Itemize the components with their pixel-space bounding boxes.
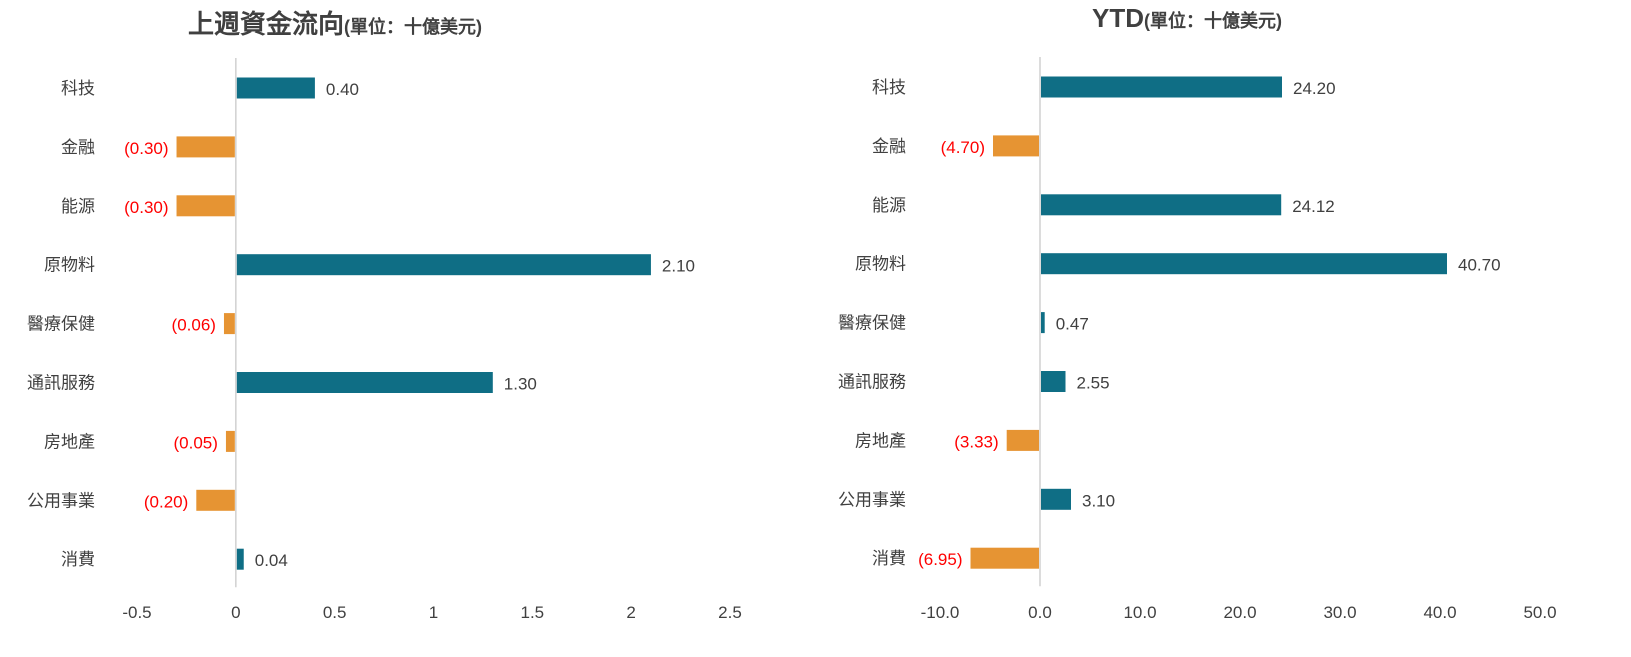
chart1-value-label: (0.06): [172, 316, 216, 335]
chart2-value-label: 0.47: [1056, 315, 1089, 334]
chart1-tick-label: -0.5: [122, 603, 151, 622]
chart1-category-label: 公用事業: [27, 491, 95, 510]
chart2-category-label: 消費: [872, 549, 906, 568]
chart1-bar: [236, 548, 244, 570]
chart2-value-label: (4.70): [941, 138, 985, 157]
chart2-tick-label: 0.0: [1028, 603, 1052, 622]
chart1-tick-label: 0.5: [323, 603, 347, 622]
chart2-bar: [1041, 488, 1071, 510]
chart1-tick-label: 1.5: [521, 603, 545, 622]
chart1-category-label: 醫療保健: [27, 315, 95, 334]
chart1-value-label: 0.40: [326, 80, 359, 99]
chart1-category-label: 房地產: [44, 432, 95, 451]
chart1-bar: [236, 372, 493, 393]
chart2-tick-label: 40.0: [1423, 603, 1456, 622]
chart2-value-label: 2.55: [1077, 374, 1110, 393]
chart1-bar: [225, 430, 235, 452]
chart1-value-label: 2.10: [662, 257, 695, 276]
chart1-tick-label: 2.5: [718, 603, 742, 622]
chart2-value-label: (3.33): [954, 432, 998, 451]
chart2-category-label: 通訊服務: [838, 373, 906, 392]
chart2-category-label: 原物料: [855, 255, 906, 274]
chart2-tick-label: 10.0: [1123, 603, 1156, 622]
chart2-bar: [1041, 76, 1282, 98]
chart1-value-label: (0.30): [124, 198, 168, 217]
chart1-category-label: 金融: [61, 138, 95, 157]
chart2-value-label: (6.95): [918, 550, 962, 569]
chart1-tick-label: 1: [429, 603, 438, 622]
chart1-value-label: (0.20): [144, 492, 188, 511]
chart2-category-label: 房地產: [855, 431, 906, 450]
chart1-category-label: 原物料: [44, 256, 95, 275]
chart2-category-label: 醫療保健: [838, 314, 906, 333]
chart2-category-label: 科技: [872, 78, 906, 97]
chart2-value-label: 40.70: [1458, 256, 1501, 275]
chart1-value-label: (0.30): [124, 139, 168, 158]
chart2-bar: [993, 135, 1039, 157]
chart1-bar: [176, 136, 235, 158]
chart1-bar: [196, 489, 235, 511]
chart1-value-label: 1.30: [504, 375, 537, 394]
chart1-bar: [176, 195, 235, 217]
chart2-category-label: 能源: [872, 196, 906, 215]
chart2-value-label: 24.20: [1293, 79, 1336, 98]
chart1-category-label: 科技: [61, 79, 95, 98]
chart1-value-label: (0.05): [174, 433, 218, 452]
chart2-tick-label: 30.0: [1323, 603, 1356, 622]
chart2-category-label: 金融: [872, 137, 906, 156]
chart2-value-label: 3.10: [1082, 491, 1115, 510]
chart1-category-label: 能源: [61, 197, 95, 216]
chart2-bar: [1041, 371, 1066, 392]
chart1-category-label: 消費: [61, 550, 95, 569]
chart2-bar: [1041, 194, 1282, 216]
chart2-bar: [970, 547, 1039, 569]
chart2-bar: [1041, 312, 1045, 334]
chart2-tick-label: 50.0: [1523, 603, 1556, 622]
chart2-bar: [1041, 253, 1447, 275]
chart2-value-label: 24.12: [1292, 197, 1335, 216]
chart1-tick-label: 0: [231, 603, 240, 622]
chart1-value-label: 0.04: [255, 551, 288, 570]
chart1-category-label: 通訊服務: [27, 374, 95, 393]
chart1-title: 上週資金流向(單位：十億美元): [188, 9, 482, 39]
chart2-category-label: 公用事業: [838, 490, 906, 509]
chart1-bar: [236, 254, 651, 276]
chart1-bar: [223, 313, 235, 335]
chart1-tick-label: 2: [626, 603, 635, 622]
chart1-bar: [236, 77, 315, 99]
chart2-tick-label: 20.0: [1223, 603, 1256, 622]
chart2-bar: [1006, 429, 1039, 451]
chart2-tick-label: -10.0: [921, 603, 960, 622]
chart2-title: YTD(單位：十億美元): [1092, 3, 1282, 33]
